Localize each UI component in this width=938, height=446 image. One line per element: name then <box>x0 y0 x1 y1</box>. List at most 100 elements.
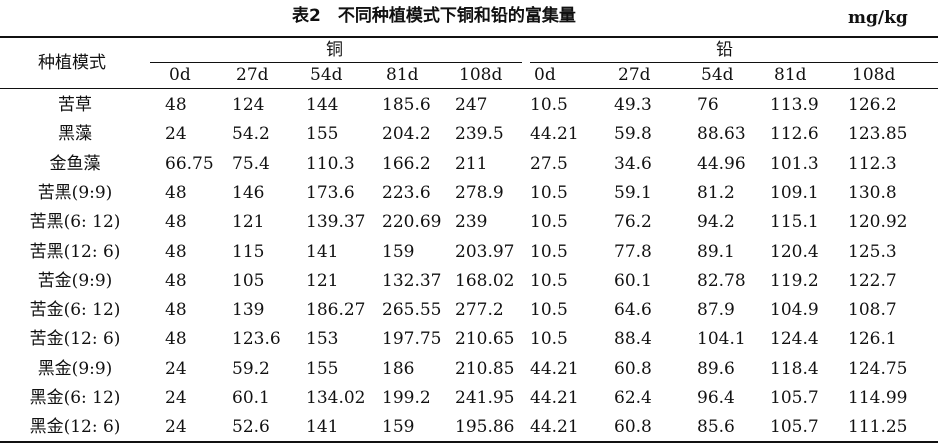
cell: 10.5 <box>530 95 568 115</box>
cell: 59.8 <box>614 124 652 145</box>
column-header: 27d <box>236 65 269 85</box>
cell: 155 <box>306 358 339 379</box>
cell: 96.4 <box>697 388 735 408</box>
cell: 278.9 <box>455 182 504 203</box>
cell: 10.5 <box>530 241 568 262</box>
cell: 108.7 <box>848 300 897 321</box>
cell: 185.6 <box>382 95 431 115</box>
row-label: 苦金(9:9) <box>37 270 113 291</box>
cell: 223.6 <box>382 182 431 203</box>
cell: 119.2 <box>770 270 819 291</box>
cell: 123.6 <box>232 329 281 350</box>
cell: 197.75 <box>382 329 442 350</box>
cell: 204.2 <box>382 124 431 145</box>
cell: 220.69 <box>382 212 442 233</box>
cell: 34.6 <box>614 153 652 174</box>
column-header: 54d <box>701 65 734 85</box>
cell: 77.8 <box>614 241 652 262</box>
cell: 155 <box>306 124 339 145</box>
cell: 75.4 <box>232 153 270 174</box>
unit: mg/kg <box>848 8 908 28</box>
cell: 85.6 <box>697 417 735 438</box>
row-label: 黑金(9:9) <box>37 358 113 379</box>
cell: 88.63 <box>697 124 746 145</box>
column-header: 108d <box>459 65 503 85</box>
cell: 122.7 <box>848 270 897 291</box>
cell: 277.2 <box>455 300 504 321</box>
cell: 24 <box>165 124 187 145</box>
cell: 186 <box>382 358 415 379</box>
cell: 60.8 <box>614 358 652 379</box>
cell: 44.96 <box>697 153 746 174</box>
cell: 104.1 <box>697 329 746 350</box>
row-label: 黑金(12: 6) <box>29 417 121 438</box>
cell: 44.21 <box>530 417 579 438</box>
cell: 109.1 <box>770 182 819 203</box>
row-label: 金鱼藻 <box>49 153 101 174</box>
cell: 239 <box>455 212 488 233</box>
cell: 24 <box>165 417 187 438</box>
cell: 126.2 <box>848 95 897 115</box>
group-rule <box>530 62 938 63</box>
cell: 52.6 <box>232 417 270 438</box>
cell: 114.99 <box>848 388 908 408</box>
row-label: 黑金(6: 12) <box>29 388 121 408</box>
cell: 121 <box>306 270 339 291</box>
cell: 60.1 <box>614 270 652 291</box>
cell: 203.97 <box>455 241 515 262</box>
cell: 111.25 <box>848 417 908 438</box>
row-label: 苦黑(12: 6) <box>29 241 121 262</box>
cell: 239.5 <box>455 124 504 145</box>
column-header: 54d <box>310 65 343 85</box>
cell: 110.3 <box>306 153 355 174</box>
title: 表2 不同种植模式下铜和铅的富集量 <box>292 6 576 26</box>
cell: 89.1 <box>697 241 735 262</box>
cell: 118.4 <box>770 358 819 379</box>
cell: 146 <box>232 182 265 203</box>
header-rule <box>0 88 938 89</box>
cell: 104.9 <box>770 300 819 321</box>
cell: 62.4 <box>614 388 652 408</box>
cell: 134.02 <box>306 388 366 408</box>
cell: 48 <box>165 270 187 291</box>
cell: 59.2 <box>232 358 270 379</box>
group-rule <box>150 62 522 63</box>
cell: 105.7 <box>770 388 819 408</box>
cell: 173.6 <box>306 182 355 203</box>
group-header: 铅 <box>716 40 733 60</box>
row-label: 苦金(12: 6) <box>29 329 121 350</box>
cell: 59.1 <box>614 182 652 203</box>
cell: 101.3 <box>770 153 819 174</box>
group-header: 铜 <box>326 40 343 60</box>
cell: 139.37 <box>306 212 366 233</box>
bottom-rule <box>0 441 938 443</box>
cell: 113.9 <box>770 95 819 115</box>
cell: 124.75 <box>848 358 908 379</box>
cell: 195.86 <box>455 417 515 438</box>
top-rule <box>0 36 938 38</box>
row-label: 苦金(6: 12) <box>29 300 121 321</box>
cell: 94.2 <box>697 212 735 233</box>
cell: 87.9 <box>697 300 735 321</box>
cell: 168.02 <box>455 270 515 291</box>
row-label: 苦黑(6: 12) <box>29 212 121 233</box>
cell: 159 <box>382 241 415 262</box>
cell: 144 <box>306 95 339 115</box>
cell: 49.3 <box>614 95 652 115</box>
column-header: 0d <box>169 65 191 85</box>
row-label: 苦黑(9:9) <box>37 182 113 203</box>
cell: 211 <box>455 153 488 174</box>
cell: 10.5 <box>530 212 568 233</box>
cell: 210.65 <box>455 329 515 350</box>
cell: 126.1 <box>848 329 897 350</box>
cell: 66.75 <box>165 153 214 174</box>
row-header: 种植模式 <box>38 53 106 73</box>
cell: 105.7 <box>770 417 819 438</box>
cell: 48 <box>165 182 187 203</box>
cell: 121 <box>232 212 265 233</box>
cell: 105 <box>232 270 265 291</box>
column-header: 81d <box>386 65 419 85</box>
cell: 210.85 <box>455 358 515 379</box>
row-label: 苦草 <box>58 95 92 115</box>
cell: 115 <box>232 241 265 262</box>
